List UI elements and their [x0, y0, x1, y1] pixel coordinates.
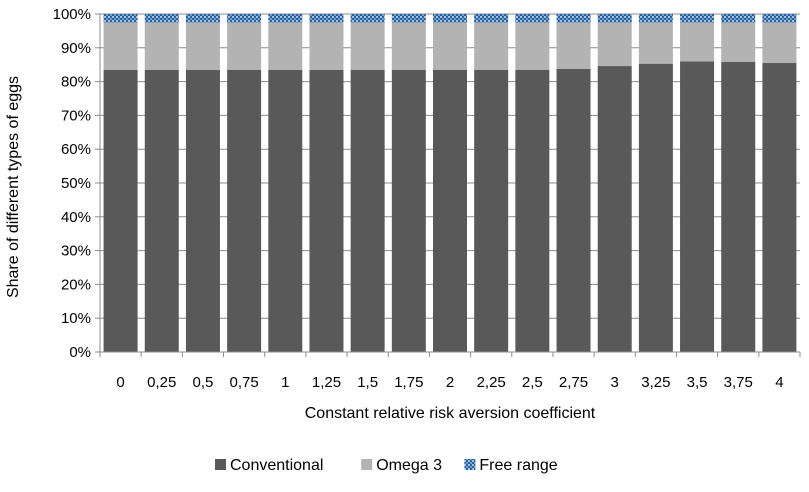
bar-segment-conventional — [144, 69, 179, 353]
x-tick-label: 0,75 — [230, 374, 259, 391]
bar-segment-conventional — [597, 66, 632, 352]
legend-swatch-omega-3 — [361, 459, 373, 470]
bar-segment-conventional — [268, 69, 303, 353]
y-tick-label: 30% — [61, 243, 91, 260]
bar-segment-free-range — [185, 14, 220, 23]
x-tick-label: 0,5 — [193, 374, 214, 391]
x-tick-label: 1,25 — [312, 374, 341, 391]
bar-segment-conventional — [515, 69, 550, 353]
bar-segment-conventional — [556, 68, 591, 353]
bar-segment-conventional — [721, 61, 756, 352]
bar-segment-omega-3 — [268, 22, 303, 70]
legend-label: Conventional — [230, 457, 323, 474]
y-tick-label: 20% — [61, 276, 91, 293]
bar-segment-conventional — [680, 61, 715, 352]
x-tick-label: 3,5 — [687, 374, 708, 391]
y-axis-title: Share of different types of eggs — [5, 76, 22, 298]
x-tick-label: 2,5 — [522, 374, 543, 391]
y-tick-label: 50% — [61, 175, 91, 192]
legend-swatch-free-range — [464, 459, 476, 470]
bar-segment-conventional — [185, 69, 220, 353]
y-tick-label: 60% — [61, 141, 91, 158]
x-tick-label: 1,5 — [357, 374, 378, 391]
bar-segment-omega-3 — [597, 22, 632, 67]
x-tick-label: 3 — [611, 374, 619, 391]
x-tick-labels: 0 0,25 0,5 0,75 1 1,25 1,5 1,75 2 2,25 2,5 2,75 3 3,2… — [116, 374, 783, 391]
bar-segment-omega-3 — [103, 22, 138, 70]
legend-label: Free range — [479, 457, 557, 474]
bar-segment-free-range — [391, 14, 426, 23]
legend-swatch-conventional — [215, 459, 226, 470]
y-tick-label: 100% — [53, 6, 91, 23]
bar-segment-free-range — [309, 14, 344, 23]
bar-segment-free-range — [433, 14, 467, 23]
bar-segment-free-range — [597, 14, 632, 23]
bar-segment-free-range — [268, 14, 303, 23]
bar-segment-free-range — [762, 14, 797, 23]
bar-segment-free-range — [721, 14, 756, 23]
y-tick-label: 40% — [61, 209, 91, 226]
bar-segment-free-range — [680, 14, 715, 23]
bar-segment-omega-3 — [433, 22, 467, 70]
y-tick-label: 10% — [61, 310, 91, 327]
bar-segment-conventional — [391, 69, 426, 353]
x-tick-label: 2 — [446, 374, 454, 391]
bar-segment-conventional — [474, 69, 509, 353]
bar-segment-omega-3 — [144, 22, 179, 70]
bar-segment-free-range — [227, 14, 262, 23]
x-tick-label: 3,25 — [641, 374, 670, 391]
y-tick-label: 80% — [61, 74, 91, 91]
x-tick-label: 0 — [116, 374, 124, 391]
x-tick-label: 4 — [775, 374, 783, 391]
y-tick-label: 90% — [61, 40, 91, 57]
bar-segment-omega-3 — [680, 22, 715, 62]
bar-segment-omega-3 — [556, 22, 591, 69]
bar-segment-free-range — [350, 14, 385, 23]
x-tick-label: 2,25 — [477, 374, 506, 391]
bar-segment-conventional — [350, 69, 385, 353]
bar-segment-omega-3 — [515, 22, 550, 70]
bar-segment-omega-3 — [762, 22, 797, 64]
bar-segment-omega-3 — [185, 22, 220, 70]
bar-segment-conventional — [762, 63, 797, 352]
y-tick-label: 0% — [69, 344, 91, 361]
x-tick-label: 2,75 — [559, 374, 588, 391]
x-tick-label: 0,25 — [147, 374, 176, 391]
bar-segment-free-range — [515, 14, 550, 23]
bar-segment-omega-3 — [227, 22, 262, 70]
bar-segment-conventional — [433, 69, 467, 353]
bar-segment-omega-3 — [474, 22, 509, 70]
legend-label: Omega 3 — [376, 457, 442, 474]
bar-segment-omega-3 — [350, 22, 385, 70]
bar-segment-omega-3 — [638, 22, 673, 64]
x-axis-title: Constant relative risk aversion coeffici… — [305, 405, 596, 422]
x-tick-label: 1,75 — [394, 374, 423, 391]
legend: Conventional Omega 3 Free range — [215, 457, 558, 474]
y-tick-label: 70% — [61, 107, 91, 124]
bar-segment-free-range — [638, 14, 673, 23]
axes — [99, 14, 801, 357]
y-tick-labels: 0% 10% 20% 30% 40% 50% 60% 70% 80% 90% 100% — [53, 6, 91, 361]
bar-segment-free-range — [144, 14, 179, 23]
bar-segment-free-range — [103, 14, 138, 23]
bar-segment-omega-3 — [309, 22, 344, 70]
bar-segment-conventional — [103, 69, 138, 353]
x-tick-label: 3,75 — [724, 374, 753, 391]
bar-segment-free-range — [556, 14, 591, 23]
bar-segment-conventional — [638, 63, 673, 352]
bar-segment-omega-3 — [721, 22, 756, 62]
bar-segment-omega-3 — [391, 22, 426, 70]
x-tick-label: 1 — [281, 374, 289, 391]
bar-segment-free-range — [474, 14, 509, 23]
bar-segment-conventional — [227, 69, 262, 353]
bar-segment-conventional — [309, 69, 344, 353]
bars — [103, 14, 797, 353]
